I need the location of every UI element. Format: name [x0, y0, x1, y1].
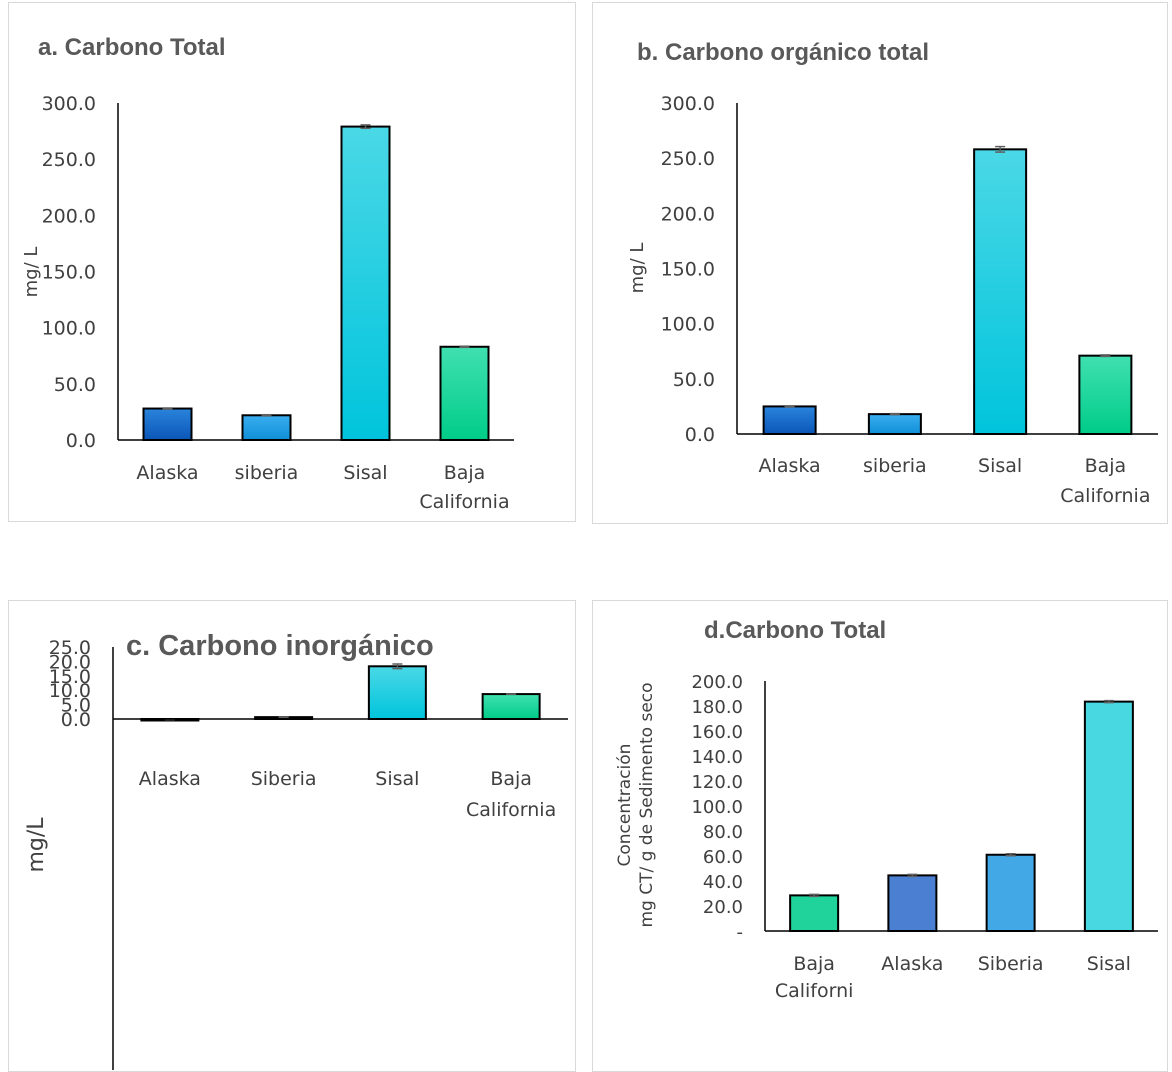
y-tick-label: 150.0	[42, 262, 96, 284]
bar	[974, 149, 1026, 434]
x-tick-label: Baja	[444, 462, 486, 484]
chart-title: c. Carbono inorgánico	[126, 630, 434, 662]
y-tick-label: 250.0	[42, 149, 96, 171]
x-tick-label: California	[419, 491, 509, 513]
y-tick-label: 200.0	[691, 672, 743, 693]
chart-b: 0.0 50.0 100.0 150.0 200.0 250.0 300.0 b. Carbo…	[627, 39, 1158, 507]
y-tick-label: 50.0	[54, 374, 96, 396]
x-tick-label: Alaska	[881, 953, 943, 975]
x-tick-label: Baja	[490, 768, 532, 790]
x-tick-label: Sisal	[1087, 953, 1131, 975]
x-tick-label: siberia	[235, 462, 299, 484]
y-axis-label: mg/ L	[21, 247, 42, 298]
x-tick-label: Sisal	[343, 462, 387, 484]
bar	[764, 406, 816, 434]
chart-a: 0.0 50.0 100.0 150.0 200.0 250.0 300.0 a. Carbo…	[21, 34, 514, 513]
x-tick-label: Alaska	[136, 462, 198, 484]
bar	[243, 415, 291, 440]
x-tick-label: Siberia	[978, 953, 1044, 975]
bar	[441, 347, 489, 440]
y-tick-label: 200.0	[42, 205, 96, 227]
y-tick-label: 0.0	[66, 430, 96, 452]
bar	[342, 127, 390, 440]
y-tick-label: 300.0	[42, 93, 96, 115]
x-tick-label: California	[1060, 485, 1150, 507]
y-tick-label: 100.0	[42, 318, 96, 340]
y-tick-label: 40.0	[703, 872, 743, 893]
y-tick-label: 120.0	[691, 772, 743, 793]
chart-title: d.Carbono Total	[704, 617, 886, 644]
y-tick-label: 140.0	[691, 747, 743, 768]
bar	[1085, 702, 1133, 931]
chart-d: - 20.0 40.0 60.0 80.0 100.0 120.0 140.0 160.0 180…	[615, 617, 1158, 1002]
y-tick-label: 200.0	[661, 203, 715, 225]
bar	[869, 414, 921, 434]
y-tick-label: 25.0	[49, 637, 91, 659]
y-tick-label: 20.0	[703, 897, 743, 918]
bar	[790, 895, 838, 931]
x-tick-label: Alaska	[759, 455, 821, 477]
bar	[987, 855, 1035, 931]
x-tick-label: siberia	[863, 455, 927, 477]
y-tick-label: 150.0	[661, 259, 715, 281]
y-tick-label: 80.0	[703, 822, 743, 843]
error-bar	[890, 414, 900, 415]
y-tick-label: 250.0	[661, 148, 715, 170]
y-tick-label: 300.0	[661, 93, 715, 115]
x-tick-label: Californi	[775, 980, 854, 1002]
x-tick-label: California	[466, 799, 556, 821]
bar	[1079, 356, 1131, 434]
y-tick-label: 60.0	[703, 847, 743, 868]
x-tick-label: Sisal	[978, 455, 1022, 477]
bar	[483, 694, 540, 719]
x-tick-label: Baja	[793, 953, 835, 975]
y-axis-label: Concentración	[615, 744, 635, 867]
bar	[888, 875, 936, 931]
y-tick-label: 100.0	[661, 314, 715, 336]
x-tick-label: Sisal	[375, 768, 419, 790]
y-tick-label: 160.0	[691, 722, 743, 743]
error-bar	[262, 415, 272, 416]
y-tick-label: 0.0	[685, 424, 715, 446]
error-bar	[163, 408, 173, 409]
x-tick-label: Alaska	[139, 768, 201, 790]
bar	[369, 666, 426, 719]
x-tick-label: Siberia	[251, 768, 317, 790]
chart-title: b. Carbono orgánico total	[637, 39, 929, 66]
y-tick-label: 100.0	[691, 797, 743, 818]
error-bar	[460, 346, 470, 347]
x-tick-label: Baja	[1085, 455, 1127, 477]
y-axis-label: mg/ L	[627, 243, 648, 294]
error-bar	[785, 406, 795, 407]
y-axis-label: mg/L	[24, 817, 49, 873]
y-tick-label: -	[737, 922, 744, 943]
y-tick-label: 180.0	[691, 697, 743, 718]
y-axis-label: mg CT/ g de Sedimento seco	[637, 682, 657, 927]
chart-title: a. Carbono Total	[38, 34, 226, 61]
bar	[144, 409, 192, 440]
y-tick-label: 50.0	[673, 369, 715, 391]
